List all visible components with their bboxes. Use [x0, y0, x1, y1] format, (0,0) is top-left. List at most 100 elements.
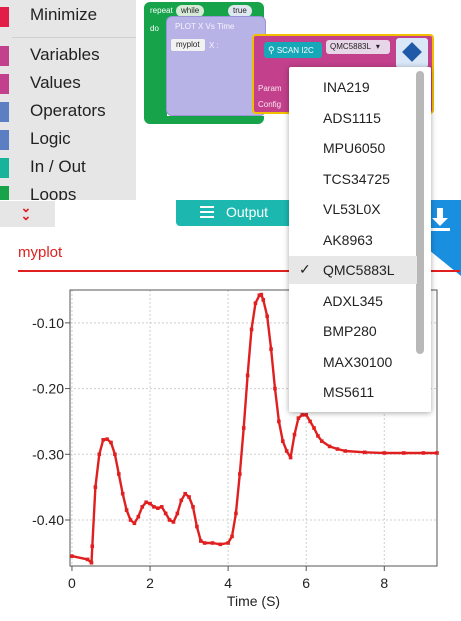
x-axis-label: Time (S)	[227, 593, 280, 609]
data-point	[226, 541, 230, 545]
sensor-option[interactable]: MAX30100	[289, 348, 417, 376]
menu-item-minimize[interactable]: Minimize	[0, 2, 136, 30]
plot-title-rule	[18, 270, 460, 272]
menu-item-values[interactable]: Values	[0, 70, 136, 98]
data-point	[292, 432, 297, 437]
data-point	[144, 500, 148, 505]
data-point	[238, 472, 242, 476]
sensor-option[interactable]: INA219	[289, 73, 417, 101]
data-point	[89, 560, 94, 565]
sensor-option-label: MAX30100	[323, 353, 393, 370]
scan-i2c-button[interactable]: ⚲ SCAN I2C	[264, 42, 322, 58]
minimize-color-swatch	[0, 7, 9, 27]
data-point	[179, 498, 184, 503]
output-tab[interactable]: Output	[176, 200, 294, 226]
data-point	[261, 298, 266, 302]
menu-item-label: In / Out	[30, 157, 86, 176]
data-point	[124, 508, 129, 512]
data-point	[152, 505, 156, 509]
sensor-chip-icon	[396, 38, 428, 68]
sensor-select[interactable]: QMC5883L ▾	[326, 40, 390, 54]
config-label: Config	[258, 100, 282, 109]
menu-item-in-out[interactable]: In / Out	[0, 154, 136, 182]
sensor-option-label: BMP280	[323, 323, 377, 339]
data-point	[175, 511, 180, 516]
output-tab-label: Output	[226, 204, 269, 220]
plot-title: myplot	[18, 244, 63, 261]
blocks-workspace[interactable]: repeat while true do PLOT X Vs Time X : …	[136, 0, 461, 200]
sensor-option[interactable]: VL53L0X	[289, 195, 417, 223]
sensor-option-label: MPU6050	[323, 140, 386, 156]
x-tick-label: 8	[380, 575, 388, 591]
data-point	[312, 426, 316, 430]
sensor-option[interactable]: TCS34725	[289, 165, 417, 193]
sensor-option[interactable]: MPU6050	[289, 134, 417, 162]
sensor-option[interactable]: AK8963	[289, 226, 417, 254]
scan-i2c-label: SCAN I2C	[276, 46, 314, 55]
sensor-option[interactable]: MS5611	[289, 378, 417, 406]
data-point	[249, 327, 254, 332]
menu-item-label: Logic	[30, 129, 71, 148]
data-point	[343, 449, 348, 453]
data-point	[97, 452, 102, 457]
data-point	[140, 505, 145, 509]
menu-item-variables[interactable]: Variables	[0, 42, 136, 70]
checkmark-icon: ✓	[299, 261, 311, 277]
dropdown-scrollbar[interactable]	[416, 71, 424, 354]
sensor-option[interactable]: ADXL345	[289, 287, 417, 315]
sensor-option[interactable]: BMP280	[289, 317, 417, 345]
sensor-option-label: ADXL345	[323, 292, 383, 309]
y-tick-label: -0.20	[32, 381, 64, 397]
data-point	[288, 455, 293, 460]
data-point	[113, 452, 117, 457]
repeat-mode-select[interactable]: while	[176, 5, 205, 17]
data-point	[195, 524, 199, 529]
x-tick-label: 0	[68, 575, 76, 591]
data-point	[105, 437, 109, 441]
menu-item-logic[interactable]: Logic	[0, 126, 136, 154]
data-point	[269, 347, 273, 351]
data-point	[327, 444, 332, 449]
menu-item-loops[interactable]: Loops	[0, 182, 136, 200]
param-label: Param	[258, 84, 282, 93]
data-point	[257, 293, 262, 298]
data-point	[362, 450, 367, 455]
repeat-condition-field[interactable]: true	[228, 5, 252, 17]
data-point	[101, 438, 105, 442]
data-point	[148, 501, 152, 506]
collapse-output-button[interactable]: ⌄ ⌄	[0, 201, 55, 227]
data-point	[187, 495, 191, 499]
plot-block[interactable]: PLOT X Vs Time X : myplot	[166, 16, 266, 116]
data-point	[304, 413, 309, 417]
menu-item-label: Operators	[30, 101, 106, 120]
operators-color-swatch	[0, 102, 9, 122]
sensor-option-label: ADS1115	[323, 109, 381, 126]
sensor-option-label: AK8963	[323, 231, 373, 248]
data-point	[265, 314, 269, 319]
data-point	[198, 539, 203, 543]
data-point	[277, 419, 281, 424]
sensor-option[interactable]: ADS1115	[289, 104, 417, 132]
data-point	[421, 451, 426, 455]
sensor-dropdown[interactable]: INA219 ADS1115 MPU6050 TCS34725 VL53L0X AK896…	[289, 67, 431, 412]
data-point	[320, 439, 324, 443]
values-color-swatch	[0, 74, 9, 94]
data-point	[191, 505, 195, 509]
data-point	[85, 557, 90, 562]
sensor-option-label: TCS34725	[323, 170, 390, 187]
data-point	[163, 511, 168, 516]
menu-item-operators[interactable]: Operators	[0, 98, 136, 126]
data-point	[435, 451, 439, 455]
data-point	[183, 491, 187, 496]
x-tick-label: 4	[224, 575, 232, 591]
data-point	[93, 485, 98, 489]
y-tick-label: -0.30	[32, 446, 64, 462]
data-point	[109, 440, 113, 445]
logic-color-swatch	[0, 130, 9, 150]
plot-variable-field[interactable]: myplot	[171, 39, 205, 51]
sensor-option[interactable]: ✓ QMC5883L	[289, 256, 417, 284]
sensor-select-value: QMC5883L	[330, 42, 371, 51]
data-point	[156, 506, 160, 510]
y-tick-label: -0.10	[32, 315, 64, 331]
sensor-option-label: MS5611	[323, 384, 375, 400]
